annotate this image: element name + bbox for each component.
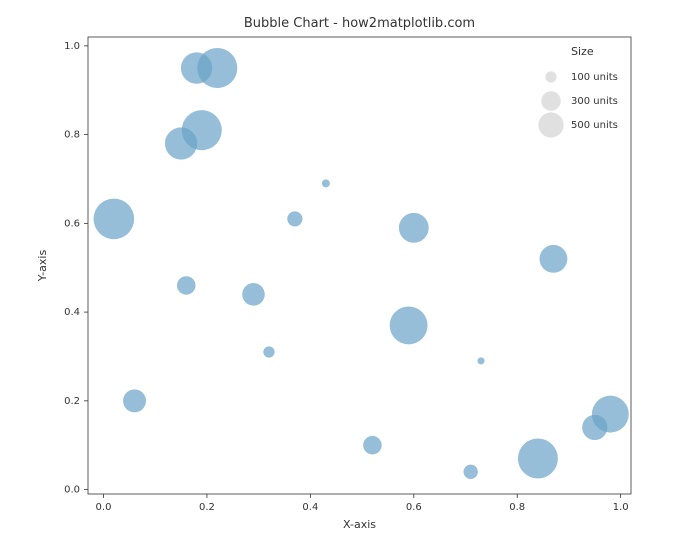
- bubble-marker: [477, 357, 484, 364]
- y-tick-label: 0.2: [64, 396, 80, 407]
- bubble-marker: [539, 245, 567, 273]
- legend-label: 500 units: [571, 120, 618, 131]
- bubble-marker: [399, 213, 429, 243]
- legend-label: 300 units: [571, 96, 618, 107]
- bubble-chart-svg: Bubble Chart - how2matplotlib.com 0.0 0.2…: [0, 0, 700, 560]
- y-axis-label: Y-axis: [36, 250, 49, 283]
- x-ticks: 0.0 0.2 0.4 0.6 0.8 1.0: [96, 494, 629, 513]
- x-tick-label: 1.0: [613, 502, 629, 513]
- bubble-marker: [94, 199, 135, 240]
- y-tick-label: 1.0: [64, 41, 80, 52]
- y-tick-label: 0.8: [64, 130, 80, 141]
- bubble-marker: [242, 283, 265, 306]
- bubble-marker: [363, 436, 382, 455]
- bubble-marker: [263, 346, 274, 357]
- bubble-marker: [123, 389, 146, 412]
- y-tick-label: 0.6: [64, 218, 80, 229]
- bubble-marker: [592, 396, 629, 433]
- legend-marker: [545, 71, 556, 82]
- y-ticks: 0.0 0.2 0.4 0.6 0.8 1.0: [64, 41, 88, 496]
- bubble-marker: [182, 110, 222, 150]
- x-tick-label: 0.8: [509, 502, 525, 513]
- size-legend: Size 100 units 300 units 500 units: [538, 45, 617, 138]
- legend-items: 100 units 300 units 500 units: [538, 71, 617, 137]
- x-axis-label: X-axis: [343, 518, 376, 531]
- plot-area: 0.0 0.2 0.4 0.6 0.8 1.0 0.0 0.2 0.4 0.6 0.8 1.0 Si…: [64, 37, 631, 513]
- legend-title: Size: [571, 45, 594, 58]
- legend-marker: [538, 112, 563, 137]
- y-tick-label: 0.4: [64, 307, 80, 318]
- legend-label: 100 units: [571, 72, 618, 83]
- chart-title: Bubble Chart - how2matplotlib.com: [244, 16, 475, 31]
- x-tick-label: 0.0: [96, 502, 112, 513]
- bubble-marker: [390, 306, 428, 344]
- legend-marker: [541, 91, 561, 111]
- bubble-marker: [177, 276, 196, 295]
- bubble-marker: [464, 465, 478, 479]
- bubble-marker: [518, 439, 558, 479]
- bubble-marker: [322, 179, 330, 187]
- x-tick-label: 0.4: [302, 502, 318, 513]
- chart-container: Bubble Chart - how2matplotlib.com 0.0 0.2…: [0, 0, 700, 560]
- bubble-marker: [287, 211, 302, 226]
- x-tick-label: 0.2: [199, 502, 215, 513]
- bubble-marker: [197, 48, 237, 88]
- y-tick-label: 0.0: [64, 485, 80, 496]
- x-tick-label: 0.6: [406, 502, 422, 513]
